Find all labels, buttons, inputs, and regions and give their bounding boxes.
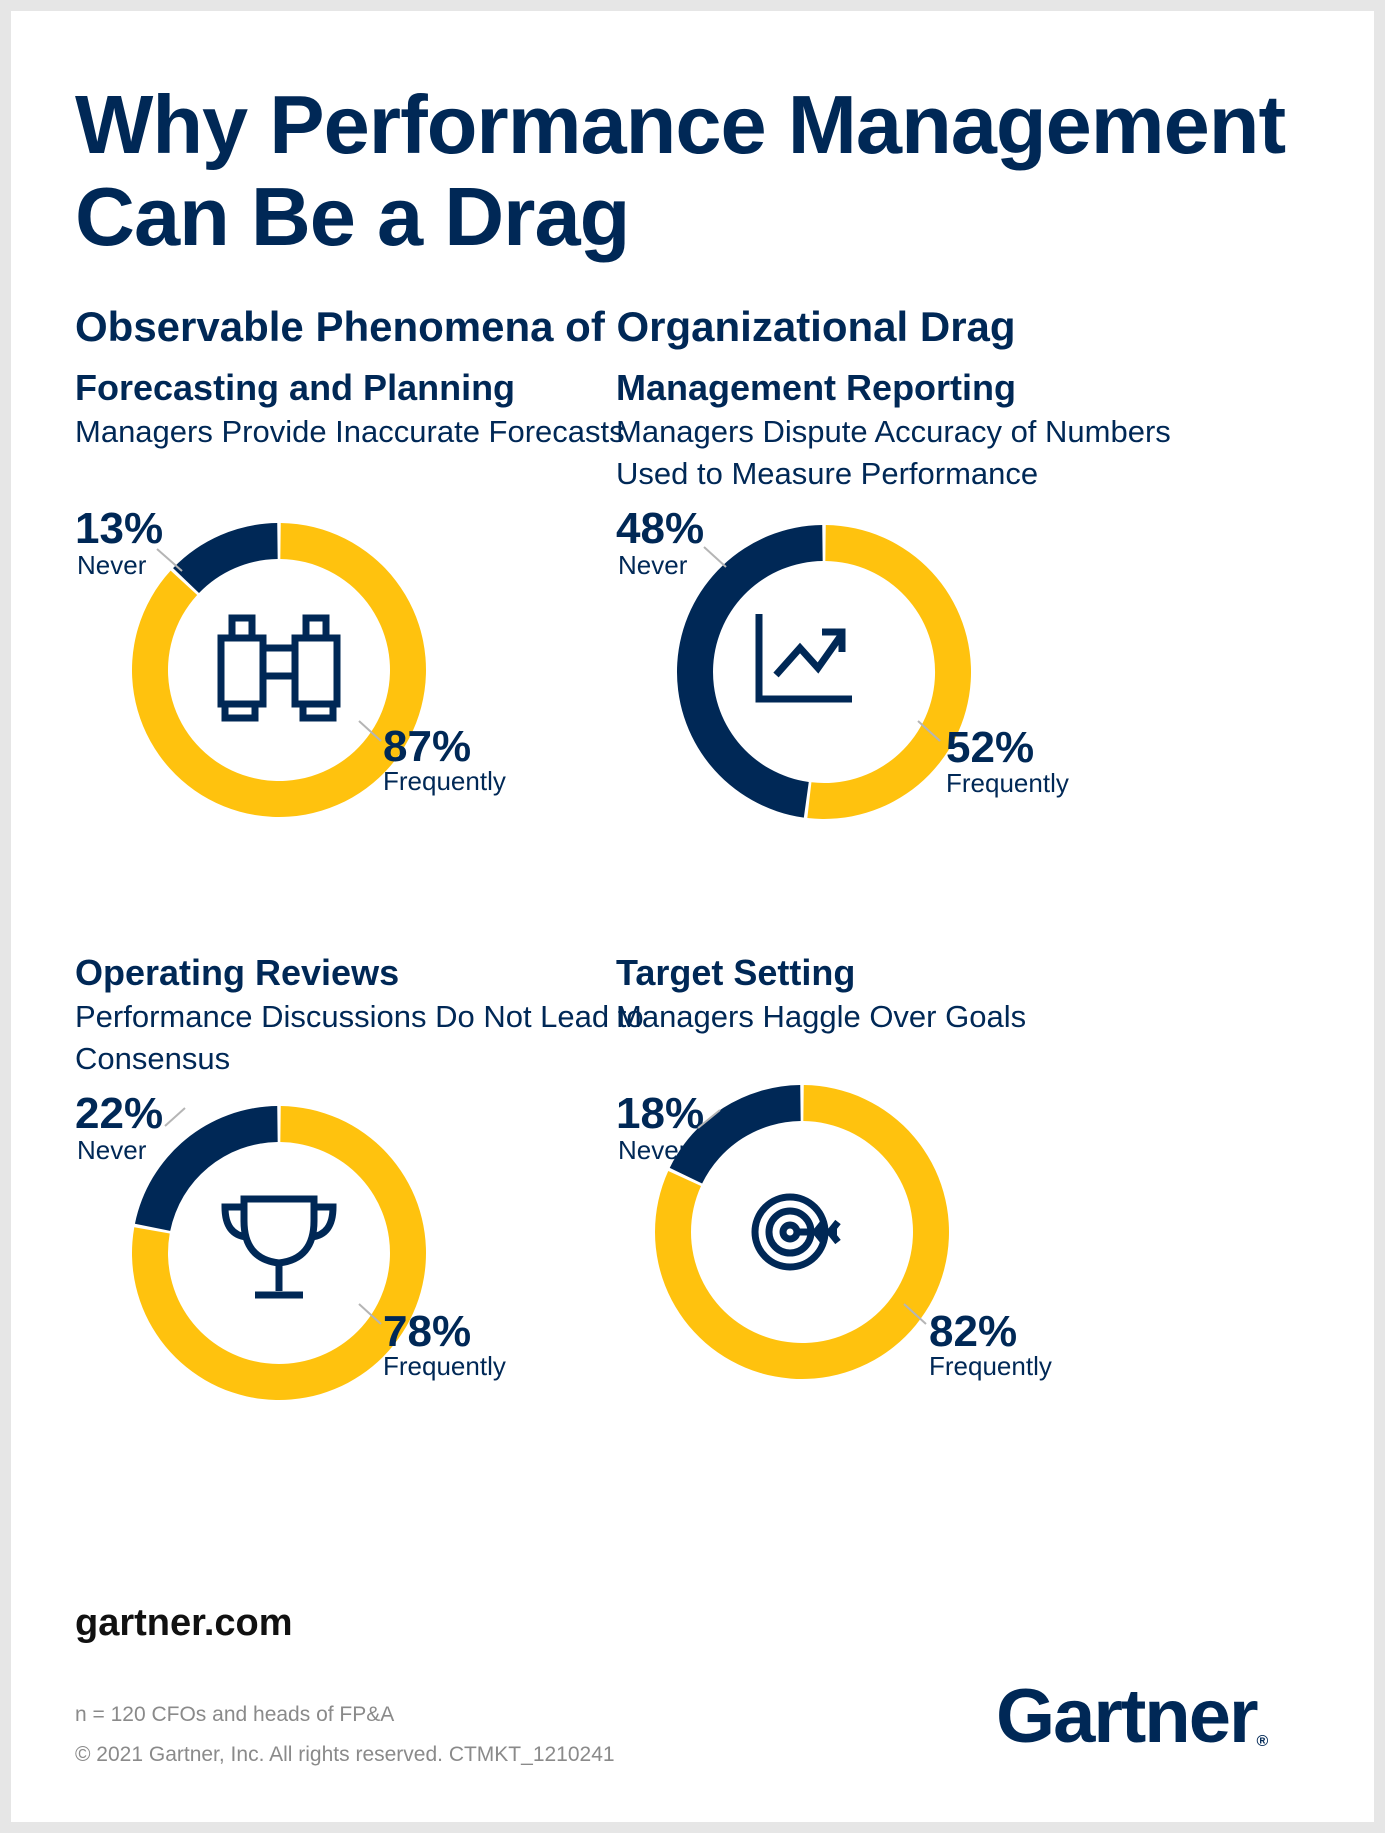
chart-title: Forecasting and Planning <box>75 367 516 408</box>
registered-mark: ® <box>1256 1733 1269 1750</box>
page-subtitle: Observable Phenomena of Organizational D… <box>75 303 1016 350</box>
leader-line-frequently <box>358 720 382 742</box>
leader-line-frequently <box>903 1303 927 1325</box>
never-label: Never <box>618 550 688 580</box>
trophy-icon <box>221 1195 337 1299</box>
chart-panel-reporting: Management Reporting Managers Dispute Ac… <box>616 367 1236 887</box>
frequently-label: Frequently <box>383 1351 506 1381</box>
sample-size-note: n = 120 CFOs and heads of FP&A <box>75 1703 395 1726</box>
chart-subtitle: Managers Haggle Over Goals <box>616 999 1027 1034</box>
never-label: Never <box>77 1135 147 1165</box>
binoculars-icon <box>217 614 341 722</box>
leader-line-never <box>697 1109 721 1129</box>
copyright-notice: © 2021 Gartner, Inc. All rights reserved… <box>75 1743 615 1766</box>
frequently-percent-label: 78% <box>383 1307 472 1356</box>
chart-title: Operating Reviews <box>75 952 400 993</box>
chart-panel-operating-reviews: Operating Reviews Performance Discussion… <box>75 952 695 1472</box>
chart-subtitle: Managers Provide Inaccurate Forecasts <box>75 414 625 449</box>
frequently-label: Frequently <box>383 766 506 796</box>
never-label: Never <box>618 1135 688 1165</box>
leader-line-never <box>703 546 727 568</box>
chart-panel-target-setting: Target Setting Managers Haggle Over Goal… <box>616 952 1236 1472</box>
website-link[interactable]: gartner.com <box>75 1602 293 1644</box>
slice-never <box>134 1106 278 1231</box>
leader-line-never <box>156 548 183 572</box>
never-percent-label: 22% <box>75 1089 164 1138</box>
gartner-logo: Gartner® <box>996 1673 1268 1760</box>
frequently-label: Frequently <box>946 768 1069 798</box>
chart-subtitle: Performance Discussions Do Not Lead to C… <box>75 999 644 1076</box>
logo-text: Gartner <box>996 1674 1259 1759</box>
frequently-percent-label: 52% <box>946 723 1035 772</box>
leader-line-frequently <box>917 720 941 742</box>
donut-chart-target-setting <box>655 1085 950 1379</box>
chart-title: Management Reporting <box>616 367 1017 408</box>
never-percent-label: 18% <box>616 1089 705 1138</box>
donut-chart-operating-reviews <box>131 1106 426 1400</box>
slice-never <box>669 1085 801 1184</box>
chart-subtitle: Managers Dispute Accuracy of Numbers Use… <box>616 414 1171 491</box>
chart-panel-forecasting: Forecasting and Planning Managers Provid… <box>75 367 695 887</box>
leader-line-never <box>164 1107 186 1127</box>
donut-chart-reporting <box>676 525 972 819</box>
target-icon <box>751 1193 841 1271</box>
slice-never <box>676 525 823 818</box>
infographic-card: Why Performance Management Can Be a Drag… <box>11 11 1374 1822</box>
leader-line-frequently <box>358 1303 382 1325</box>
page-title: Why Performance Management Can Be a Drag <box>75 78 1286 263</box>
never-percent-label: 48% <box>616 504 705 553</box>
chart-title: Target Setting <box>616 952 856 993</box>
frequently-percent-label: 82% <box>929 1307 1018 1356</box>
frequently-label: Frequently <box>929 1351 1052 1381</box>
line-chart-icon <box>755 614 852 703</box>
slice-frequently <box>807 525 972 819</box>
never-percent-label: 13% <box>75 504 164 553</box>
frequently-percent-label: 87% <box>383 722 472 771</box>
donut-chart-forecasting <box>131 523 426 817</box>
never-label: Never <box>77 550 147 580</box>
slice-never <box>173 523 278 594</box>
